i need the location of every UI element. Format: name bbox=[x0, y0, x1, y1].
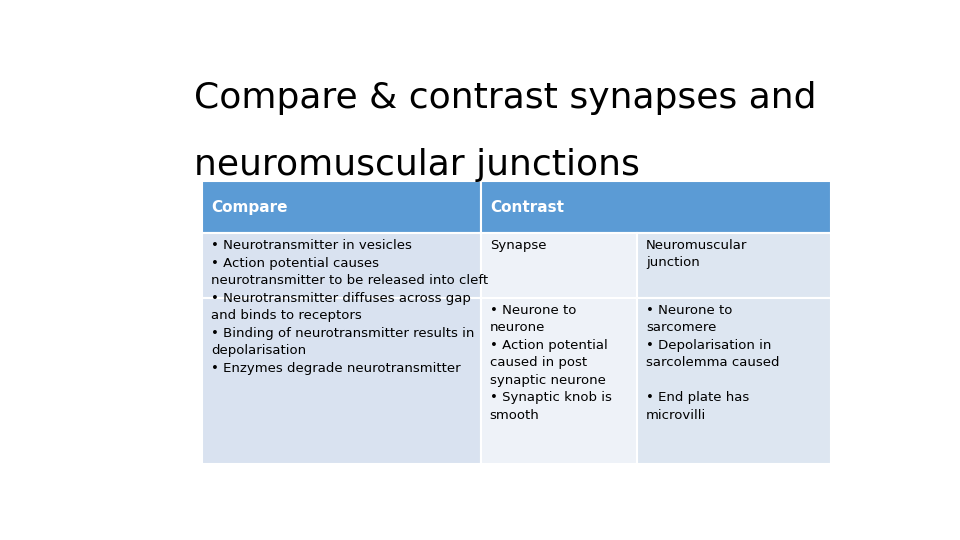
Bar bbox=[481, 298, 637, 464]
Text: • Neurone to
sarcomere
• Depolarisation in
sarcolemma caused

• End plate has
mi: • Neurone to sarcomere • Depolarisation … bbox=[646, 304, 780, 422]
Text: Compare: Compare bbox=[211, 200, 287, 215]
Text: • Neurone to
neurone
• Action potential
caused in post
synaptic neurone
• Synapt: • Neurone to neurone • Action potential … bbox=[490, 304, 612, 422]
Bar bbox=[202, 298, 481, 464]
Bar bbox=[637, 298, 830, 464]
Bar bbox=[481, 233, 637, 298]
Text: neuromuscular junctions: neuromuscular junctions bbox=[194, 148, 640, 182]
Text: Contrast: Contrast bbox=[490, 200, 564, 215]
Text: • Neurotransmitter in vesicles
• Action potential causes
neurotransmitter to be : • Neurotransmitter in vesicles • Action … bbox=[211, 239, 488, 375]
Text: Synapse: Synapse bbox=[490, 239, 546, 252]
Bar bbox=[481, 181, 830, 233]
Text: Neuromuscular
junction: Neuromuscular junction bbox=[646, 239, 748, 269]
Bar bbox=[202, 181, 481, 233]
Bar bbox=[202, 233, 481, 298]
Text: Compare & contrast synapses and: Compare & contrast synapses and bbox=[194, 82, 817, 116]
Bar bbox=[637, 233, 830, 298]
